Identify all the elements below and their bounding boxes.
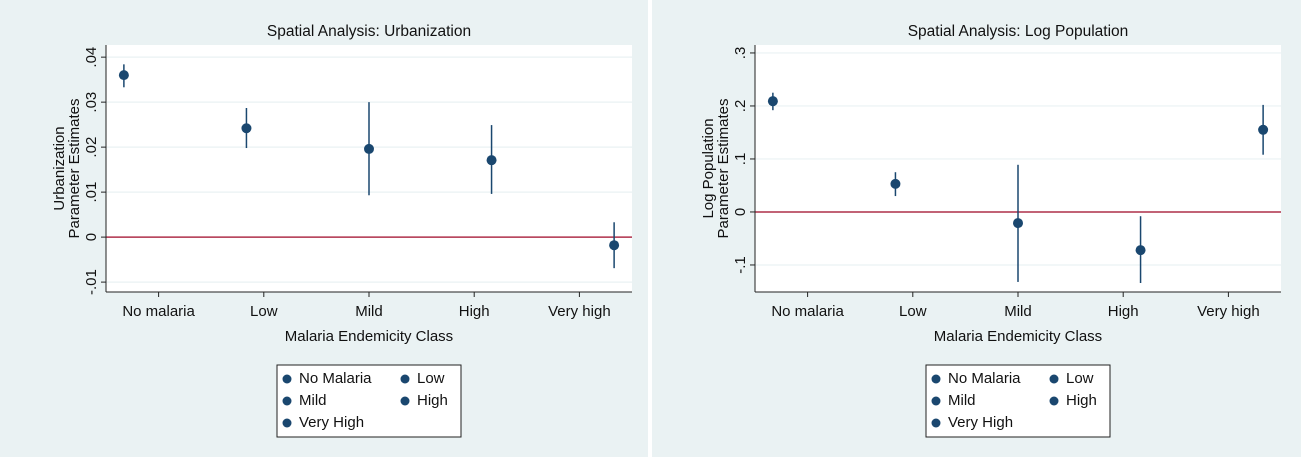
point (1013, 218, 1023, 229)
legend-label: Mild (299, 392, 327, 409)
legend-marker (1049, 396, 1059, 406)
point (364, 143, 374, 154)
legend-marker (400, 374, 410, 384)
legend-marker (931, 374, 941, 384)
legend-label: Very High (299, 414, 364, 431)
x-tick-label: Very high (548, 303, 611, 320)
legend-label: No Malaria (948, 370, 1021, 387)
chart-title: Spatial Analysis: Urbanization (267, 23, 471, 40)
legend-marker (931, 396, 941, 406)
legend-label: Very High (948, 414, 1013, 431)
legend-marker (282, 374, 292, 384)
legend-marker (282, 418, 292, 428)
y-axis-title: Parameter Estimates (66, 98, 83, 238)
y-axis-title: Urbanization (51, 126, 68, 210)
chart-panel: Spatial Analysis: Log Population -.1 0 .1 .2… (652, 0, 1301, 457)
legend-marker (931, 418, 941, 428)
legend-box (925, 364, 1111, 438)
x-tick-label: No malaria (771, 303, 844, 320)
x-tick-label: Very high (1197, 303, 1260, 320)
legend-label: High (1066, 392, 1097, 409)
legend-label: Low (1066, 370, 1094, 387)
point (609, 240, 620, 251)
legend-marker (1049, 374, 1059, 384)
point (241, 123, 252, 134)
x-tick-label: No malaria (122, 303, 195, 320)
legend-box (276, 364, 462, 438)
y-tick-label: -.01 (83, 269, 100, 295)
chart-title: Spatial Analysis: Log Population (908, 23, 1129, 40)
x-tick-label: High (459, 303, 490, 320)
legend-label: No Malaria (299, 370, 372, 387)
y-tick-label: .01 (83, 182, 100, 203)
point (890, 178, 901, 189)
y-tick-label: .3 (732, 47, 749, 60)
point (1135, 245, 1146, 256)
point (486, 155, 497, 166)
x-tick-label: High (1108, 303, 1139, 320)
x-tick-label: Mild (1004, 303, 1032, 320)
y-tick-label: .03 (83, 92, 100, 113)
y-tick-label: 0 (732, 208, 749, 216)
y-tick-label: .1 (732, 153, 749, 166)
legend-label: Low (417, 370, 445, 387)
y-axis-title: Log Population (700, 118, 717, 218)
chart-panel: Spatial Analysis: Urbanization -.01 0 .01 .0… (0, 0, 648, 457)
point (118, 70, 129, 81)
y-tick-label: 0 (83, 233, 100, 241)
point (767, 96, 778, 107)
x-axis-title: Malaria Endemicity Class (285, 328, 453, 345)
y-tick-label: .02 (83, 137, 100, 158)
legend-marker (282, 396, 292, 406)
y-tick-label: .2 (732, 100, 749, 113)
x-tick-label: Low (899, 303, 927, 320)
y-tick-label: .04 (83, 47, 100, 68)
legend-marker (400, 396, 410, 406)
legend-label: Mild (948, 392, 976, 409)
y-axis-title: Parameter Estimates (715, 98, 732, 238)
x-tick-label: Mild (355, 303, 383, 320)
x-axis-title: Malaria Endemicity Class (934, 328, 1102, 345)
point (1258, 124, 1269, 135)
y-tick-label: -.1 (732, 256, 749, 274)
x-tick-label: Low (250, 303, 278, 320)
legend-label: High (417, 392, 448, 409)
